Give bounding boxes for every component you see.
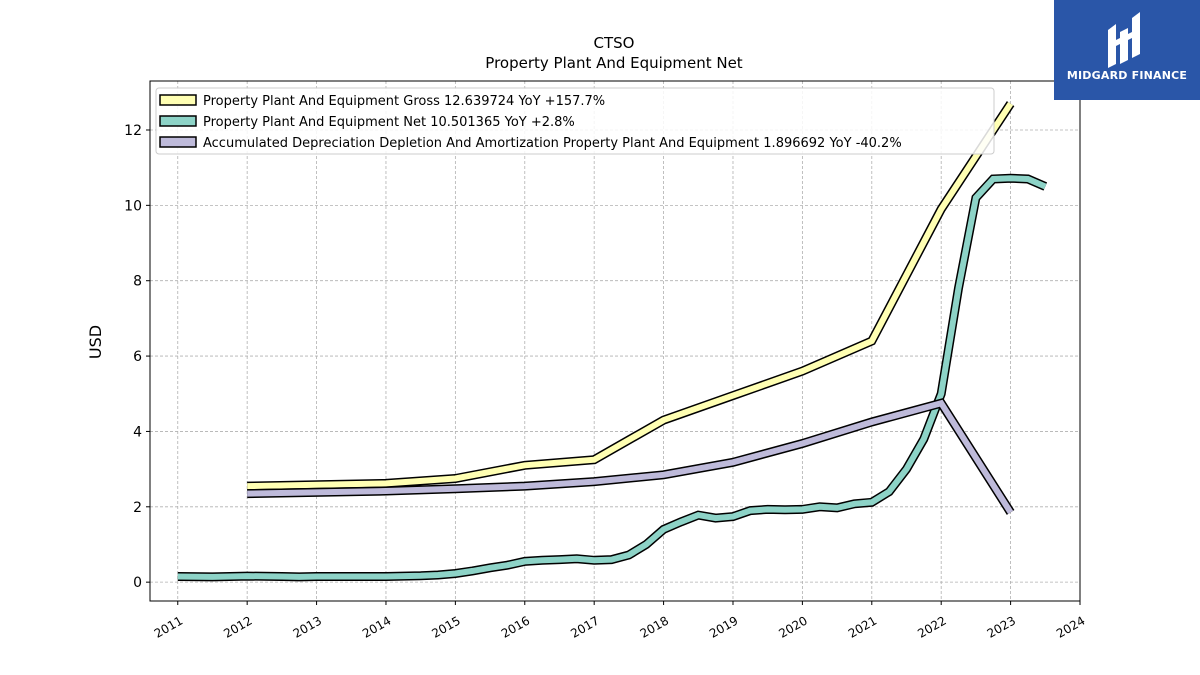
x-axis: 2011 2012 2013 2014 2015 2016 2017 2018 2019 2020… xyxy=(152,601,1088,641)
y-tick-label: 12 xyxy=(124,123,142,139)
y-tick-label: 8 xyxy=(133,274,142,290)
legend-box xyxy=(155,87,995,155)
legend-swatch-1 xyxy=(159,115,197,127)
x-tick-label: 2013 xyxy=(291,613,324,640)
legend-swatch-2 xyxy=(159,136,197,148)
y-tick-label: 0 xyxy=(133,575,142,591)
x-tick-label: 2016 xyxy=(499,613,532,640)
y-axis: 0 2 4 6 8 10 12 xyxy=(124,123,150,591)
y-tick-label: 10 xyxy=(124,198,142,214)
legend-label-1: Property Plant And Equipment Net 10.5013… xyxy=(203,115,575,130)
x-tick-label: 2021 xyxy=(846,613,879,640)
midgard-logo-icon xyxy=(1108,12,1140,68)
x-tick-label: 2020 xyxy=(776,613,809,640)
plot-frame xyxy=(149,80,1081,602)
x-tick-label: 2018 xyxy=(638,613,671,640)
series-outline-2 xyxy=(247,397,1015,515)
legend: Property Plant And Equipment Gross 12.63… xyxy=(155,87,995,155)
series-line-1 xyxy=(177,175,1047,580)
series-line-0 xyxy=(247,101,1014,490)
x-tick-label: 2014 xyxy=(360,613,393,640)
grid xyxy=(150,81,1081,601)
y-tick-label: 2 xyxy=(133,500,142,516)
legend-swatch-0 xyxy=(159,94,197,106)
legend-label-2: Accumulated Depreciation Depletion And A… xyxy=(203,136,902,151)
chart-subtitle: Property Plant And Equipment Net xyxy=(485,54,742,72)
chart-title: CTSO xyxy=(594,34,635,52)
x-tick-label: 2017 xyxy=(568,613,601,640)
series-line-2 xyxy=(247,399,1014,515)
legend-label-0: Property Plant And Equipment Gross 12.63… xyxy=(203,94,605,109)
y-axis-label: USD xyxy=(86,325,105,359)
logo-text: MIDGARD FINANCE xyxy=(1066,69,1188,82)
x-tick-label: 2024 xyxy=(1054,613,1087,640)
series-outline-1 xyxy=(177,173,1048,582)
x-tick-label: 2012 xyxy=(221,613,254,640)
series-group xyxy=(177,101,1048,582)
x-tick-label: 2011 xyxy=(152,613,185,640)
y-tick-label: 6 xyxy=(133,349,142,365)
x-tick-label: 2019 xyxy=(707,613,740,640)
logo: MIDGARD FINANCE xyxy=(1054,0,1200,100)
x-tick-label: 2015 xyxy=(429,613,462,640)
x-tick-label: 2023 xyxy=(985,613,1018,640)
x-tick-label: 2022 xyxy=(915,613,948,640)
y-tick-label: 4 xyxy=(133,424,142,440)
